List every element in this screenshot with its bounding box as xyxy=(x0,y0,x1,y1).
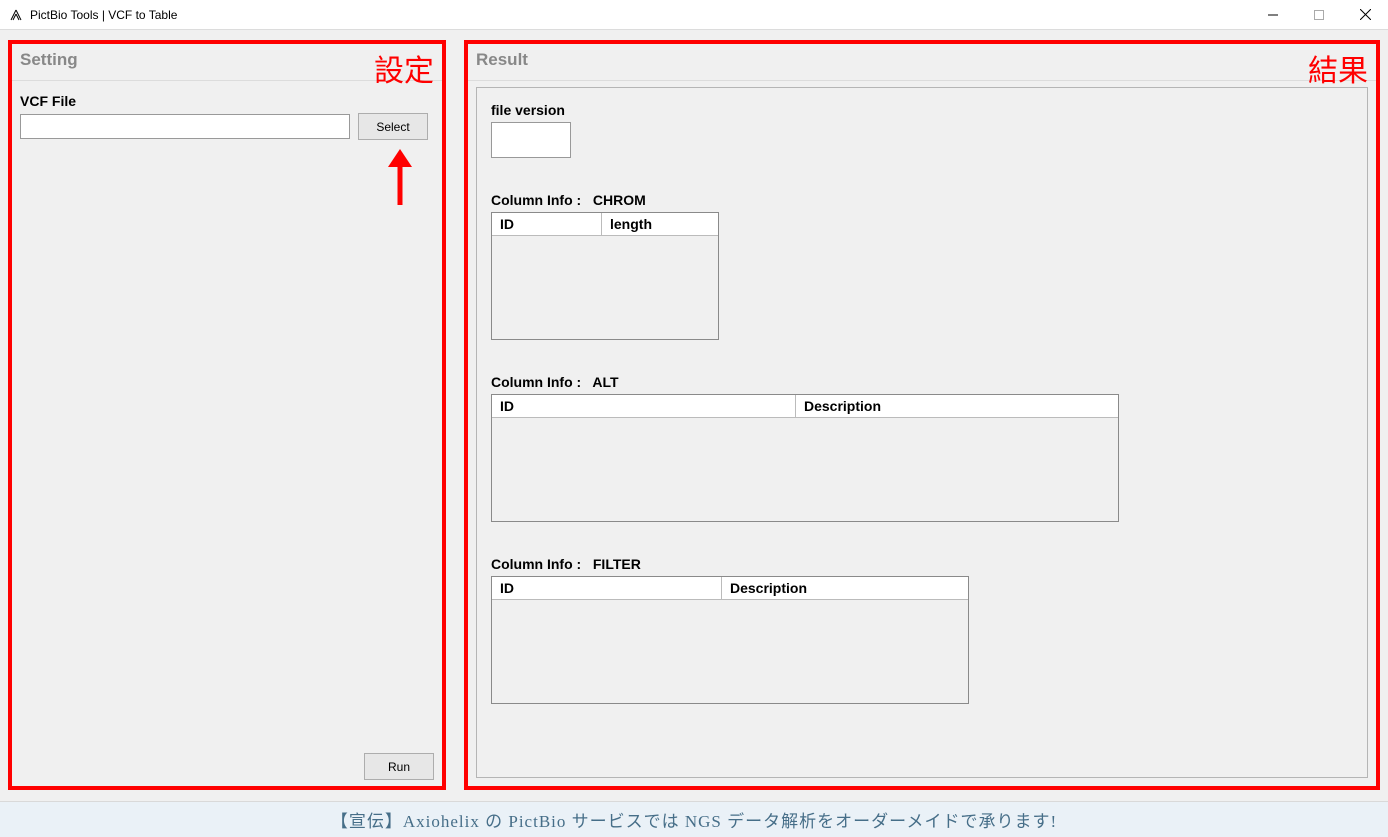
col-info-alt-name: ALT xyxy=(592,374,618,390)
filter-col-id[interactable]: ID xyxy=(492,577,722,600)
chrom-col-id[interactable]: ID xyxy=(492,213,602,236)
col-info-prefix: Column Info : xyxy=(491,374,581,390)
setting-heading: Setting xyxy=(12,44,442,81)
minimize-button[interactable] xyxy=(1250,0,1296,29)
file-version-box xyxy=(491,122,571,158)
filter-grid-header: ID Description xyxy=(492,577,968,600)
footer-banner: 【宣伝】Axiohelix の PictBio サービスでは NGS データ解析… xyxy=(0,801,1388,837)
run-row: Run xyxy=(364,753,434,780)
setting-panel: Setting 設定 VCF File Select Run xyxy=(8,40,446,790)
main-area: Setting 設定 VCF File Select Run Result 結果 xyxy=(0,30,1388,790)
chrom-grid: ID length xyxy=(491,212,719,340)
alt-col-description[interactable]: Description xyxy=(796,395,1118,418)
result-heading: Result xyxy=(468,44,1376,81)
run-button[interactable]: Run xyxy=(364,753,434,780)
maximize-button[interactable] xyxy=(1296,0,1342,29)
vcf-file-label: VCF File xyxy=(20,93,434,109)
filter-grid-body xyxy=(492,600,968,703)
result-panel: Result 結果 file version Column Info : CHR… xyxy=(464,40,1380,790)
filter-grid: ID Description xyxy=(491,576,969,704)
chrom-grid-header: ID length xyxy=(492,213,718,236)
select-button[interactable]: Select xyxy=(358,113,428,140)
alt-grid: ID Description xyxy=(491,394,1119,522)
arrow-annotation-icon xyxy=(380,149,420,208)
title-bar: PictBio Tools | VCF to Table xyxy=(0,0,1388,30)
file-version-label: file version xyxy=(491,102,1353,118)
vcf-file-input[interactable] xyxy=(20,114,350,139)
setting-body: VCF File Select Run xyxy=(12,87,442,786)
chrom-grid-body xyxy=(492,236,718,339)
col-info-filter-name: FILTER xyxy=(593,556,641,572)
result-body[interactable]: file version Column Info : CHROM ID leng… xyxy=(476,87,1368,778)
window-title: PictBio Tools | VCF to Table xyxy=(30,8,177,22)
alt-grid-header: ID Description xyxy=(492,395,1118,418)
footer-text: 【宣伝】Axiohelix の PictBio サービスでは NGS データ解析… xyxy=(331,807,1057,832)
alt-grid-body xyxy=(492,418,1118,521)
col-info-prefix: Column Info : xyxy=(491,192,581,208)
filter-col-description[interactable]: Description xyxy=(722,577,968,600)
vcf-file-row: Select xyxy=(20,113,434,140)
app-icon xyxy=(8,7,24,23)
window-controls xyxy=(1250,0,1388,29)
col-info-chrom-name: CHROM xyxy=(593,192,646,208)
column-info-alt-label: Column Info : ALT xyxy=(491,374,1353,390)
col-info-prefix: Column Info : xyxy=(491,556,581,572)
column-info-filter-label: Column Info : FILTER xyxy=(491,556,1353,572)
chrom-col-length[interactable]: length xyxy=(602,213,718,236)
alt-col-id[interactable]: ID xyxy=(492,395,796,418)
column-info-chrom-label: Column Info : CHROM xyxy=(491,192,1353,208)
close-button[interactable] xyxy=(1342,0,1388,29)
